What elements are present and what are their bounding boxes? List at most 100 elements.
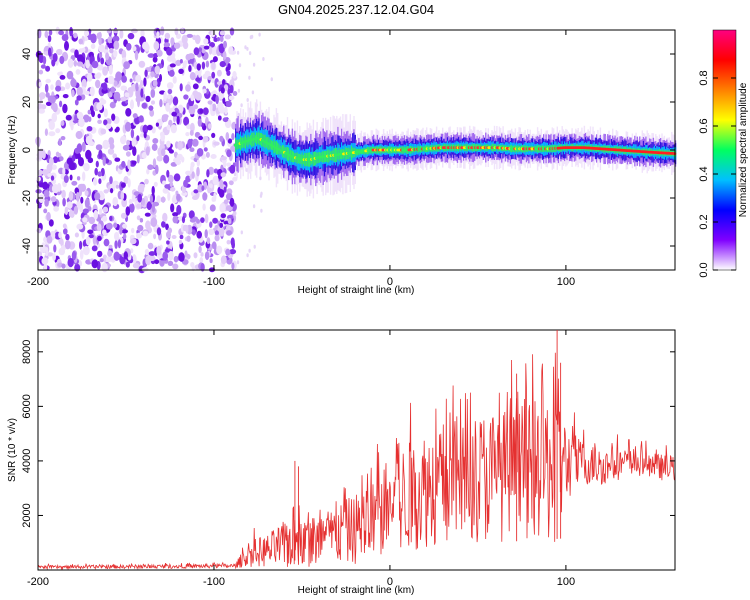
spectrogram-cell xyxy=(220,87,225,94)
spectrogram-cell xyxy=(48,30,53,36)
snr-x-ticks: -200 -100 0 100 xyxy=(27,330,575,588)
spectrogram-cell xyxy=(248,75,251,80)
spectrogram-cell xyxy=(211,29,216,38)
spectrogram-cell xyxy=(137,193,143,203)
spectrogram-cell xyxy=(160,133,166,142)
spectrogram-cell xyxy=(78,157,84,167)
spectrogram-cell xyxy=(139,184,146,189)
spectrogram-cell xyxy=(153,41,160,51)
spectrogram-cell xyxy=(114,231,120,241)
spectrogram-cell xyxy=(226,70,231,76)
spectrogram-cell xyxy=(166,124,171,131)
spectrogram-cell xyxy=(163,91,167,102)
snr-series-line xyxy=(37,352,676,571)
spectrogram-cell xyxy=(91,110,95,118)
snr-panel: -200 -100 0 100 2000 4000 6000 8000 Height of … xyxy=(7,329,676,596)
spectrogram-cell xyxy=(229,197,235,207)
spectrogram-cell xyxy=(152,56,158,63)
spectrogram-cell xyxy=(148,105,154,111)
spectrogram-cell xyxy=(216,69,222,77)
spectrogram-cell xyxy=(85,59,90,69)
spectrogram-cell xyxy=(89,86,95,97)
spectrogram-cell xyxy=(259,176,262,181)
spectrogram-cell xyxy=(84,198,90,208)
spectrogram-cell xyxy=(173,42,181,49)
spectrogram-cell xyxy=(99,52,103,59)
spectrogram-cell xyxy=(126,139,130,146)
spectrogram-cell xyxy=(52,102,58,113)
spectrogram-cell xyxy=(98,178,102,185)
spectrogram-cell xyxy=(124,121,132,132)
spectrogram-cell xyxy=(41,257,49,265)
spectrogram-cell xyxy=(208,166,215,175)
spectrogram-cell xyxy=(181,34,188,45)
spectrogram-cell xyxy=(163,154,170,164)
spectrogram-cell xyxy=(236,260,240,265)
spectrogram-cell xyxy=(206,237,211,245)
spectrogram-cell xyxy=(109,47,114,54)
spectrogram-cell xyxy=(57,71,63,76)
spectrogram-cell xyxy=(152,158,157,168)
spectrogram-cell xyxy=(162,187,169,194)
spectrogram-cell xyxy=(190,161,195,168)
spectrogram-cell xyxy=(213,37,218,42)
spectrogram-cell xyxy=(232,71,237,79)
spectrogram-cell xyxy=(145,95,151,103)
spectrogram-cell xyxy=(96,64,104,71)
spectrogram-cell xyxy=(172,215,179,224)
spectrogram-cell xyxy=(103,119,108,126)
spectrogram-cell xyxy=(236,50,240,55)
spectrogram-cell xyxy=(58,231,62,239)
spectrogram-cell xyxy=(232,176,238,182)
colorbar: 0.0 0.2 0.4 0.6 0.8 Normalized spectral ampl… xyxy=(698,29,749,278)
spectrogram-cell xyxy=(187,138,193,149)
spectrogram-cell xyxy=(176,153,183,161)
colorbar-gradient xyxy=(712,29,737,271)
spectrogram-cell xyxy=(232,210,237,216)
spectrogram-cell xyxy=(97,113,101,119)
spectrogram-cell xyxy=(205,88,210,95)
spectrogram-cell xyxy=(68,191,74,201)
spectrogram-cell xyxy=(77,183,85,190)
spectrogram-cell xyxy=(207,100,213,105)
spectrogram-cell xyxy=(46,211,51,222)
spectrogram-cell xyxy=(127,32,135,40)
spectrogram-cell xyxy=(64,40,69,51)
spectrogram-cell xyxy=(102,66,108,76)
spectrogram-cell xyxy=(211,241,217,250)
spectrogram-cell xyxy=(106,222,113,230)
spectrogram-cell xyxy=(93,209,99,220)
spectrogram-cell xyxy=(49,95,56,104)
spectrogram-cell xyxy=(88,116,92,122)
spectrogram-cell xyxy=(140,29,145,38)
spectrogram-cell xyxy=(45,246,49,257)
spectrogram-cell xyxy=(167,227,173,234)
spectrogram-cell xyxy=(220,172,227,178)
spectrogram-cell xyxy=(156,195,162,204)
spectrogram-cell xyxy=(146,201,152,211)
spectrogram-cell xyxy=(119,225,123,235)
spectrogram-cell xyxy=(121,75,127,83)
spectrogram-cell xyxy=(167,191,171,201)
spectrogram-cell xyxy=(192,83,199,90)
spectrogram-cell xyxy=(231,262,235,270)
spectrogram-cell xyxy=(203,147,208,152)
spectrogram-cell xyxy=(141,197,145,206)
spectrogram-y-tick-label: 20 xyxy=(21,96,33,108)
spectrogram-cell xyxy=(198,135,204,141)
spectrogram-cell xyxy=(74,232,79,238)
spectrogram-cell xyxy=(152,79,158,87)
spectrogram-cell xyxy=(194,34,201,45)
spectrogram-cell xyxy=(227,88,231,96)
spectrogram-cell xyxy=(76,95,82,101)
spectrogram-cell xyxy=(71,180,78,186)
spectrogram-cell xyxy=(170,37,175,46)
spectrogram-cell xyxy=(123,176,129,184)
spectrogram-cell xyxy=(229,164,236,174)
spectrogram-cell xyxy=(119,29,124,39)
spectrogram-cell xyxy=(76,176,81,181)
spectrogram-cell xyxy=(214,234,220,242)
spectrogram-cell xyxy=(150,217,158,228)
spectrogram-cell xyxy=(59,100,63,108)
spectrogram-cell xyxy=(178,68,184,75)
